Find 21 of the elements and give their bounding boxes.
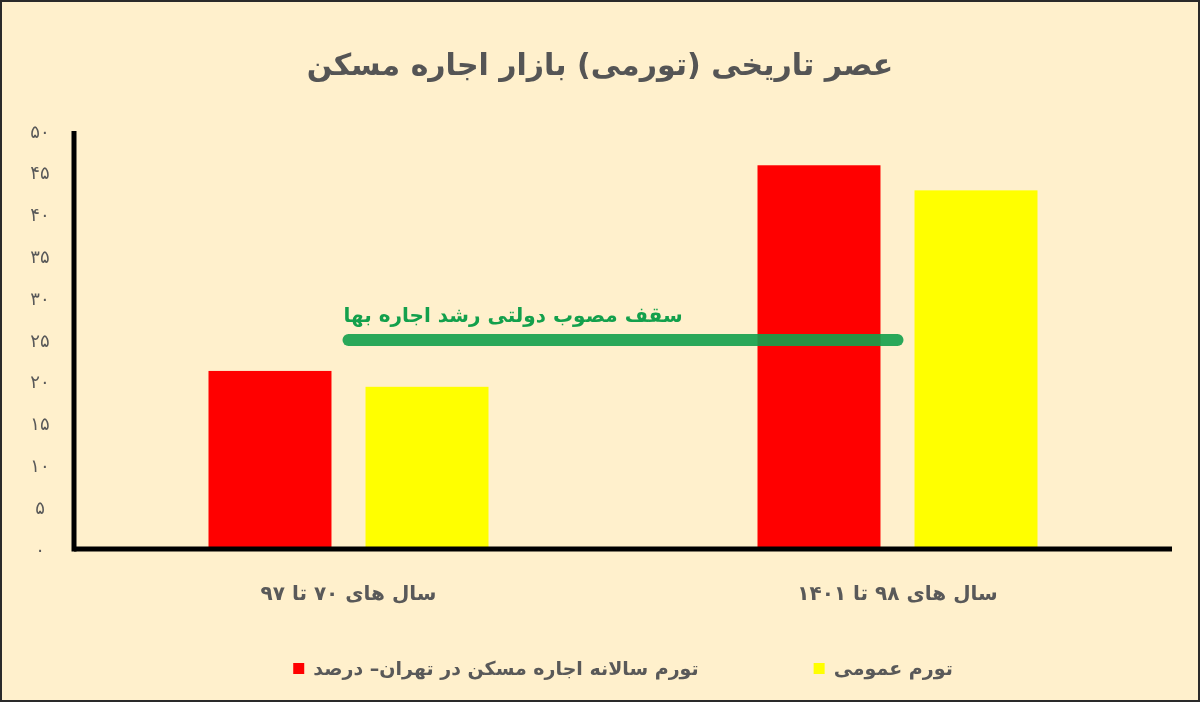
y-tick-label: ۲۰ xyxy=(30,371,50,393)
x-tick-label: سال های ۹۸ تا ۱۴۰۱ xyxy=(797,581,998,605)
legend-label: تورم عمومی xyxy=(833,657,953,680)
bar xyxy=(208,370,332,549)
y-tick-label: ۲۵ xyxy=(30,329,50,351)
y-tick-label: ۱۰ xyxy=(30,454,50,476)
y-tick-label: ۰ xyxy=(35,538,45,560)
y-tick-label: ۴۵ xyxy=(30,162,50,184)
bar xyxy=(365,386,489,549)
y-tick-label: ۵ xyxy=(35,496,45,518)
y-tick-label: ۳۵ xyxy=(30,245,50,267)
y-tick-label: ۳۰ xyxy=(30,287,50,309)
series-label: سقف مصوب دولتی رشد اجاره بها xyxy=(343,303,683,327)
bar xyxy=(757,165,881,549)
chart-title: عصر تاریخی (تورمی) بازار اجاره مسکن xyxy=(306,47,894,82)
legend-label: تورم سالانه اجاره مسکن در تهران– درصد xyxy=(313,657,699,680)
x-tick-label: سال های ۷۰ تا ۹۷ xyxy=(260,581,437,605)
y-tick-label: ۴۰ xyxy=(30,204,50,226)
y-tick-label: ۵۰ xyxy=(30,120,50,142)
bar xyxy=(914,190,1038,549)
y-tick-label: ۱۵ xyxy=(30,413,50,435)
